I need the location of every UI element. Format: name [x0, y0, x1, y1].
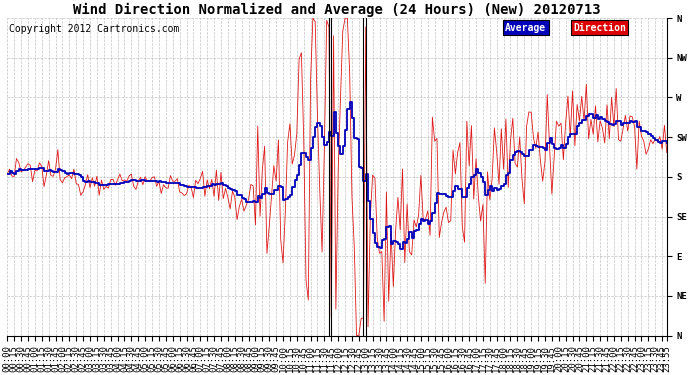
Text: Copyright 2012 Cartronics.com: Copyright 2012 Cartronics.com [8, 24, 179, 34]
Text: Direction: Direction [573, 23, 626, 33]
Title: Wind Direction Normalized and Average (24 Hours) (New) 20120713: Wind Direction Normalized and Average (2… [73, 3, 601, 17]
Text: Average: Average [505, 23, 546, 33]
